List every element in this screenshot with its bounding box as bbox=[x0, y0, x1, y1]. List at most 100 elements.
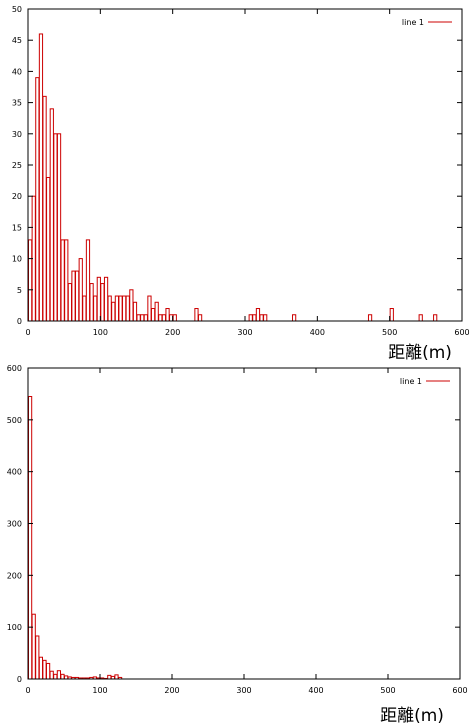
y-tick-label: 30 bbox=[12, 130, 22, 139]
histogram-bar bbox=[107, 295, 112, 322]
histogram-bar bbox=[248, 314, 253, 322]
x-axis-label: 距離(m) bbox=[380, 706, 444, 724]
x-axis-label: 距離(m) bbox=[388, 343, 452, 362]
histogram-bar bbox=[60, 239, 65, 322]
histogram-bar bbox=[367, 314, 373, 322]
histogram-bar bbox=[136, 314, 141, 322]
histogram-bar bbox=[263, 314, 268, 322]
histogram-bar bbox=[85, 239, 91, 322]
y-tick-label: 100 bbox=[7, 623, 22, 632]
histogram-bar bbox=[49, 670, 54, 680]
histogram-bar bbox=[161, 314, 167, 322]
histogram-bar bbox=[125, 295, 130, 322]
y-tick-label: 400 bbox=[7, 468, 22, 477]
histogram-bar bbox=[292, 314, 297, 322]
y-tick-label: 200 bbox=[7, 571, 22, 580]
histogram-bar bbox=[56, 670, 61, 680]
y-tick-label: 500 bbox=[7, 416, 22, 425]
x-tick-label: 400 bbox=[310, 328, 325, 337]
histogram-bar bbox=[103, 276, 109, 322]
plot-frame bbox=[27, 367, 461, 680]
x-tick-label: 100 bbox=[92, 686, 107, 695]
histogram-bar bbox=[56, 133, 62, 322]
x-tick-label: 600 bbox=[454, 328, 469, 337]
histogram-bar bbox=[35, 635, 40, 680]
legend-label: line 1 bbox=[402, 18, 424, 27]
histogram-bar bbox=[197, 314, 203, 322]
y-tick-label: 15 bbox=[12, 223, 22, 232]
histogram-chart-top: 0 100 200 300 400 500 600 0 5 10 15 20 25 30 35 40 45 50 l… bbox=[12, 5, 470, 362]
y-tick-label: 300 bbox=[7, 520, 22, 529]
histogram-bar bbox=[93, 295, 98, 322]
histogram-bar bbox=[67, 283, 72, 322]
histogram-bar bbox=[140, 314, 145, 322]
histogram-bar bbox=[35, 77, 40, 322]
histogram-bar bbox=[42, 95, 47, 322]
y-tick-label: 50 bbox=[12, 5, 22, 14]
x-tick-label: 300 bbox=[236, 686, 251, 695]
y-tick-label: 10 bbox=[12, 255, 22, 264]
histogram-bar bbox=[433, 314, 438, 322]
x-tick-label: 0 bbox=[25, 328, 30, 337]
histogram-bar bbox=[28, 396, 33, 680]
histogram-bar bbox=[114, 295, 120, 322]
histogram-bar bbox=[107, 674, 112, 680]
histogram-bar bbox=[60, 673, 65, 680]
x-tick-label: 300 bbox=[237, 328, 252, 337]
histogram-bar bbox=[71, 270, 76, 322]
x-tick-label: 500 bbox=[380, 686, 395, 695]
x-tick-label: 600 bbox=[452, 686, 467, 695]
histogram-bar bbox=[389, 308, 394, 322]
x-tick-label: 200 bbox=[165, 328, 180, 337]
y-tick-label: 20 bbox=[12, 192, 22, 201]
histogram-bar bbox=[114, 674, 119, 680]
histogram-bar bbox=[259, 314, 264, 322]
histogram-bar bbox=[28, 239, 33, 322]
y-tick-label: 35 bbox=[12, 99, 22, 108]
histogram-bar bbox=[255, 308, 261, 322]
x-tick-label: 100 bbox=[93, 328, 108, 337]
histogram-bar bbox=[38, 33, 44, 322]
histogram-bar bbox=[158, 314, 163, 322]
histogram-bar bbox=[100, 283, 105, 322]
histogram-bar bbox=[31, 613, 36, 680]
histogram-bar bbox=[143, 314, 148, 322]
histogram-bar bbox=[46, 176, 51, 322]
histogram-bar bbox=[122, 295, 127, 322]
histogram-bar bbox=[132, 301, 138, 322]
series-0-bars bbox=[28, 396, 123, 680]
histogram-bar bbox=[75, 270, 80, 322]
legend-label: line 1 bbox=[400, 377, 422, 386]
histogram-bar bbox=[78, 258, 83, 322]
histogram-bar bbox=[53, 673, 58, 680]
histogram-chart-bottom: 0 100 200 300 400 500 600 0 100 200 300 400 500 600 li… bbox=[7, 364, 468, 724]
histogram-bar bbox=[172, 314, 177, 322]
histogram-bar bbox=[418, 314, 423, 322]
histogram-bar bbox=[46, 662, 51, 680]
series-0-bars bbox=[28, 33, 438, 322]
histogram-bar bbox=[147, 295, 152, 322]
histogram-bar bbox=[129, 289, 134, 322]
x-tick-label: 200 bbox=[164, 686, 179, 695]
histogram-bar bbox=[64, 239, 69, 322]
x-tick-label: 500 bbox=[382, 328, 397, 337]
histogram-bar bbox=[49, 108, 54, 322]
x-tick-label: 0 bbox=[25, 686, 30, 695]
histogram-bar bbox=[194, 308, 199, 322]
histogram-bar bbox=[118, 295, 123, 322]
histogram-bar bbox=[38, 656, 43, 680]
y-tick-label: 45 bbox=[12, 36, 22, 45]
histogram-bar bbox=[89, 283, 94, 322]
y-tick-label: 5 bbox=[17, 286, 22, 295]
y-tick-label: 600 bbox=[7, 364, 22, 373]
histogram-bar bbox=[154, 301, 159, 322]
histogram-bar bbox=[96, 276, 101, 322]
y-tick-label: 40 bbox=[12, 67, 22, 76]
histogram-bar bbox=[42, 659, 47, 680]
histogram-bar bbox=[82, 295, 87, 322]
plot-frame bbox=[27, 8, 463, 322]
y-tick-label: 0 bbox=[17, 675, 22, 684]
x-tick-label: 400 bbox=[308, 686, 323, 695]
histogram-bar bbox=[53, 133, 58, 322]
y-tick-label: 25 bbox=[12, 161, 22, 170]
